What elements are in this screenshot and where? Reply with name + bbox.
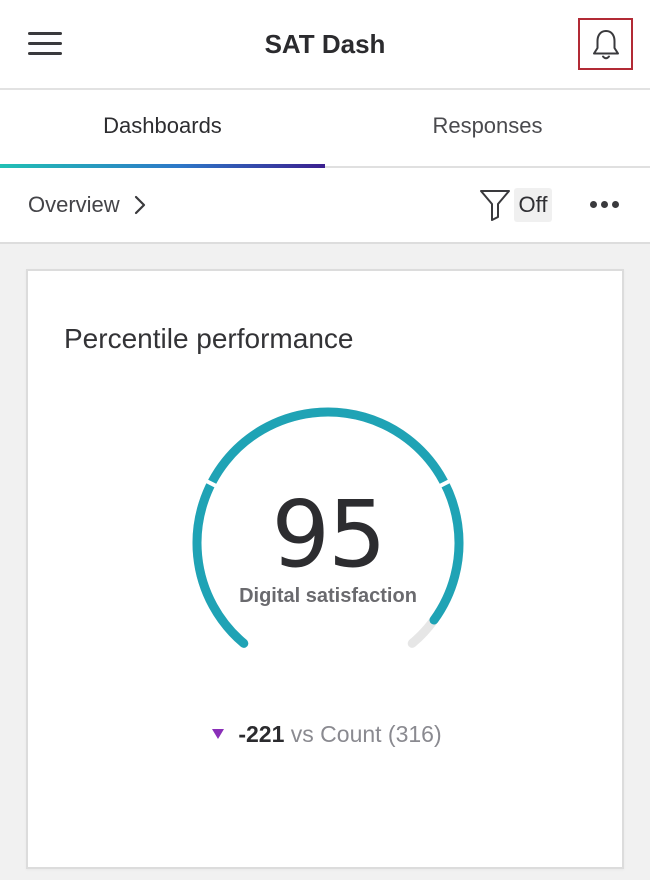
more-options-button[interactable] (584, 190, 626, 220)
breadcrumb[interactable]: Overview (28, 168, 146, 242)
tab-dashboards[interactable]: Dashboards (103, 113, 222, 138)
active-tab-indicator (0, 164, 325, 168)
hamburger-menu-icon-line (28, 32, 62, 35)
gauge-tick-left (204, 478, 219, 489)
filter-toggle-button[interactable]: Off (476, 186, 556, 224)
comparison-delta: -221 (238, 721, 285, 747)
gauge-chart (192, 407, 464, 648)
gauge-value-arc (192, 407, 464, 648)
breadcrumb-label: Overview (28, 192, 120, 217)
gauge-label: Digital satisfaction (239, 585, 417, 607)
chevron-right-icon (134, 195, 145, 215)
comparison-text: vs Count (316) (290, 721, 442, 747)
notifications-button[interactable] (578, 18, 633, 70)
more-dots-icon (612, 201, 619, 208)
hamburger-menu-icon-line (28, 52, 62, 55)
tab-bar: Dashboards Responses (0, 90, 650, 168)
filter-state-label: Off (514, 188, 552, 222)
hamburger-menu-button[interactable] (22, 26, 68, 62)
more-dots-icon (590, 201, 597, 208)
tab-responses[interactable]: Responses (432, 113, 543, 138)
down-triangle-icon (212, 729, 225, 739)
app-header: SAT Dash (0, 0, 650, 90)
comparison-row: -221 vs Count (316) (28, 721, 626, 748)
gauge-tick-right (437, 478, 452, 489)
hamburger-menu-icon-line (28, 42, 62, 45)
percentile-widget-card[interactable]: Percentile performance 95 Digital satisf… (26, 269, 624, 869)
dashboard-toolbar: Overview Off (0, 168, 650, 244)
filter-funnel-icon (480, 190, 510, 221)
more-dots-icon (601, 201, 608, 208)
gauge-value: 95 (271, 481, 386, 588)
app-title: SAT Dash (264, 29, 386, 59)
widget-title: Percentile performance (64, 323, 354, 354)
bell-icon (593, 30, 619, 60)
